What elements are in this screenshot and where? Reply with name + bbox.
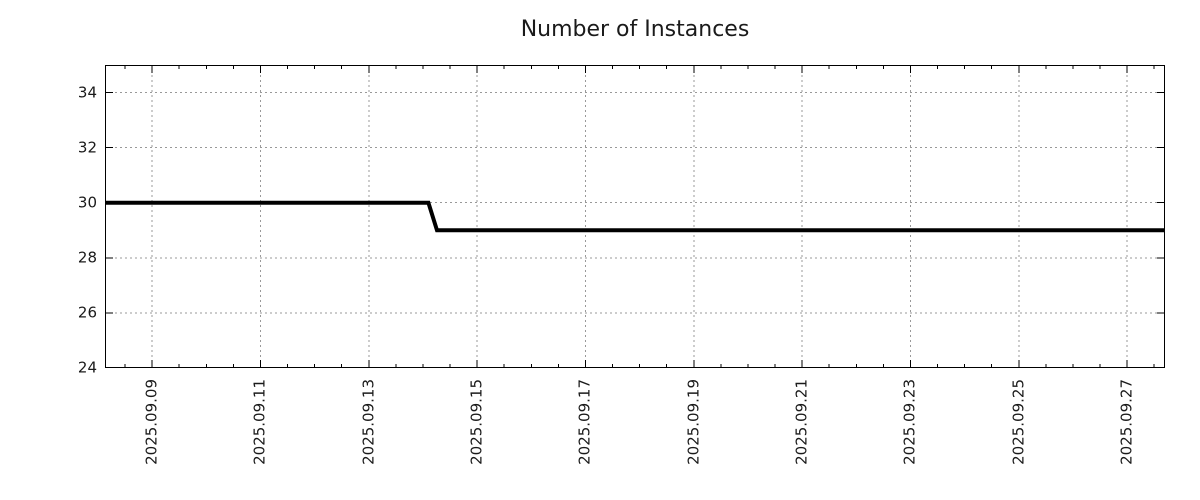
x-tick-label: 2025.09.13 xyxy=(359,379,378,465)
plot-border xyxy=(105,65,1165,368)
chart-title: Number of Instances xyxy=(520,17,750,42)
y-tick-label: 30 xyxy=(77,193,97,212)
y-tick-label: 34 xyxy=(77,83,97,102)
x-tick-label: 2025.09.19 xyxy=(684,379,703,465)
series-line-instances xyxy=(105,200,1165,233)
x-tick-label: 2025.09.17 xyxy=(575,379,594,465)
x-tick-label: 2025.09.21 xyxy=(792,379,811,465)
x-tick-label: 2025.09.27 xyxy=(1117,379,1136,465)
y-tick-label: 26 xyxy=(77,303,97,322)
x-tick-label: 2025.09.25 xyxy=(1009,379,1028,465)
line-chart-svg xyxy=(105,65,1165,368)
x-tick-label: 2025.09.11 xyxy=(250,379,269,465)
y-tick-label: 32 xyxy=(77,138,97,157)
plot-area xyxy=(105,65,1165,368)
y-tick-label: 24 xyxy=(77,358,97,377)
x-tick-label: 2025.09.15 xyxy=(467,379,486,465)
y-tick-label: 28 xyxy=(77,248,97,267)
x-tick-label: 2025.09.09 xyxy=(142,379,161,465)
x-tick-label: 2025.09.23 xyxy=(900,379,919,465)
